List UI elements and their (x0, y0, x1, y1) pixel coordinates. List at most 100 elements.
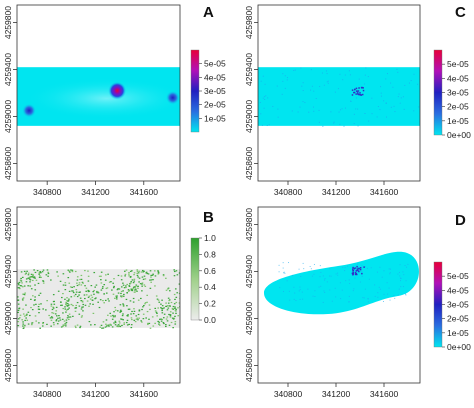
d-speck (322, 301, 324, 303)
b-raster-cell (168, 290, 171, 292)
c-speck (386, 73, 388, 75)
c-speck (342, 79, 344, 81)
a-y-tick-label: 4259800 (3, 6, 13, 39)
a-hotspot (22, 103, 37, 118)
d-speck (393, 295, 395, 297)
d-speck (407, 263, 409, 265)
d-speck (278, 264, 280, 266)
b-raster-cell (80, 284, 83, 286)
b-raster-cell (66, 303, 69, 305)
b-raster-cell (23, 325, 26, 327)
b-raster-cell (161, 308, 163, 310)
c-speck (417, 83, 419, 85)
b-raster-cell (175, 296, 178, 298)
d-speck (382, 300, 384, 302)
b-raster-cell (119, 310, 122, 313)
b-raster-cell (174, 306, 176, 308)
d-cluster-cell (352, 273, 354, 276)
c-speck (368, 120, 370, 122)
b-raster-cell (109, 323, 112, 325)
d-colorbar-tick-label: 3e-05 (447, 300, 469, 310)
d-speck (331, 300, 333, 302)
b-raster-cell (78, 291, 81, 293)
b-raster-cell (138, 270, 141, 272)
b-raster-cell (35, 320, 38, 322)
b-raster-cell (160, 303, 162, 305)
b-raster-cell (90, 294, 93, 296)
d-speck (366, 267, 368, 269)
b-raster-cell (22, 323, 25, 325)
c-speck (319, 85, 321, 87)
b-raster-cell (63, 324, 65, 326)
b-raster-cell (114, 309, 117, 311)
b-raster-cell (33, 269, 35, 271)
c-speck (418, 106, 420, 108)
b-raster-cell (87, 280, 90, 282)
d-speck (370, 267, 372, 269)
b-raster-cell (166, 309, 169, 311)
b-raster-cell (53, 324, 55, 326)
b-raster-cell (156, 315, 159, 317)
b-raster-cell (50, 305, 53, 307)
c-speck (339, 123, 341, 125)
d-speck (345, 280, 347, 282)
b-raster-cell (69, 271, 71, 273)
d-speck (309, 265, 311, 267)
c-speck (339, 73, 341, 75)
c-speck (318, 121, 320, 123)
b-raster-cell (128, 285, 131, 287)
b-raster-cell (105, 325, 108, 327)
b-raster-cell (57, 290, 60, 292)
d-colorbar-tick-label: 4e-05 (447, 285, 469, 295)
c-speck (396, 68, 398, 70)
b-raster-cell (142, 318, 145, 320)
d-speck (378, 286, 380, 288)
b-raster-cell (152, 273, 154, 275)
b-raster-cell (174, 321, 177, 323)
c-panel-label: C (455, 4, 466, 21)
c-speck (334, 91, 336, 93)
b-raster-cell (81, 315, 83, 317)
c-speck (260, 113, 262, 115)
b-raster-cell (26, 270, 28, 272)
b-raster-cell (39, 292, 42, 294)
b-raster-cell (157, 299, 160, 301)
b-raster-cell (79, 291, 81, 293)
d-speck (399, 264, 401, 266)
c-cluster-cell (356, 90, 358, 92)
b-raster-cell (74, 307, 77, 309)
b-raster-cell (157, 307, 160, 309)
d-speck (400, 286, 402, 288)
d-speck (282, 290, 284, 292)
c-speck (265, 95, 267, 97)
b-raster-cell (160, 307, 163, 309)
b-raster-cell (132, 313, 135, 315)
b-raster-cell (62, 284, 65, 286)
b-raster-cell (91, 296, 94, 298)
b-raster-cell (134, 288, 137, 290)
b-raster-cell (114, 324, 117, 326)
b-raster-cell (82, 306, 84, 308)
b-raster-cell (99, 326, 102, 328)
b-raster-cell (137, 319, 139, 321)
b-raster-cell (17, 309, 20, 312)
c-speck (277, 116, 279, 118)
b-raster-cell (38, 303, 40, 305)
c-speck (404, 84, 406, 86)
c-speck (282, 73, 284, 75)
d-speck (398, 288, 400, 290)
c-colorbar-ticks: 0e+00 1e-05 2e-05 3e-05 4e-05 5e-05 (442, 59, 471, 140)
c-speck (261, 124, 263, 126)
b-raster-cell (155, 311, 158, 313)
b-raster-cell (40, 303, 42, 305)
c-speck (377, 106, 379, 108)
c-speck (353, 123, 355, 125)
d-speck (310, 268, 312, 270)
d-speck (344, 267, 346, 269)
b-raster-cell (133, 274, 135, 276)
b-raster-cell (124, 273, 127, 276)
d-speck (361, 265, 363, 267)
b-raster-cell (113, 285, 115, 288)
b-raster-cell (120, 290, 123, 293)
b-raster-cell (108, 300, 110, 302)
